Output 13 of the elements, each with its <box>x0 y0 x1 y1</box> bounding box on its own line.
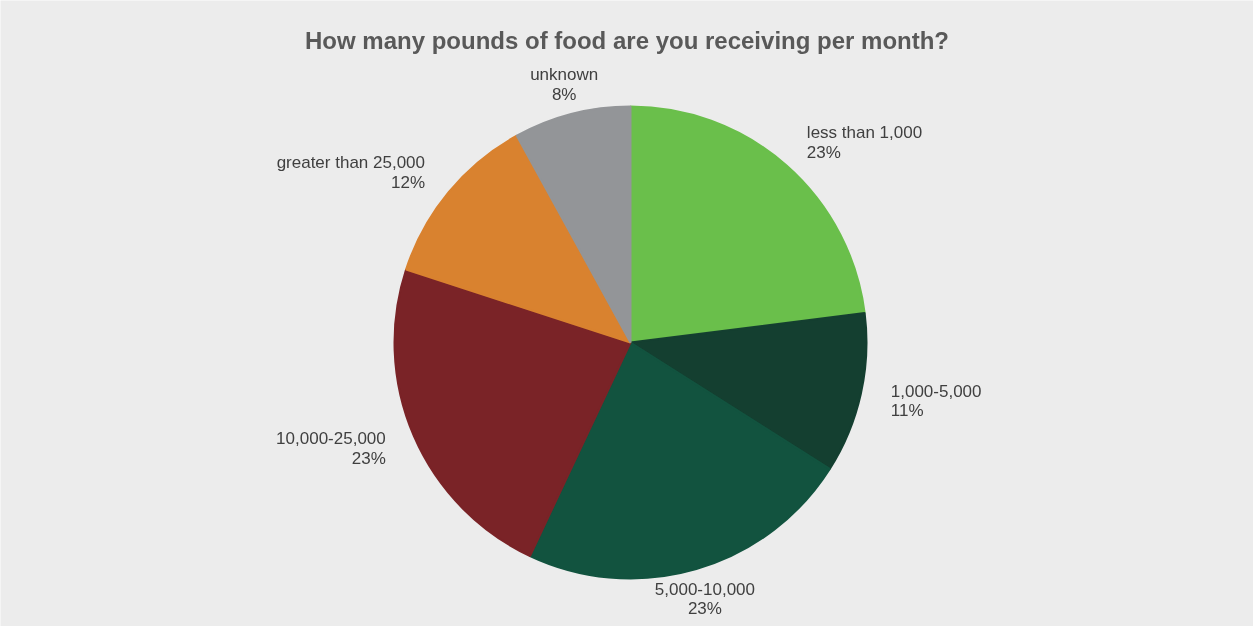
data-label: 11% <box>890 401 924 421</box>
slice-label: 5,000-10,000 <box>654 579 756 599</box>
data-label: 12% <box>390 173 426 193</box>
slice-label: less than 1,000 <box>806 122 923 142</box>
data-label: 8% <box>551 84 577 104</box>
slice-label: greater than 25,000 <box>276 153 426 173</box>
chart-title: How many pounds of food are you receiving per month? <box>304 27 950 54</box>
data-label: 23% <box>351 448 386 468</box>
slice-label: 10,000-25,000 <box>276 429 386 449</box>
data-label: 23% <box>687 599 722 619</box>
slice-label: unknown <box>530 64 599 84</box>
data-label: 23% <box>806 142 841 162</box>
slice-label: 1,000-5,000 <box>890 381 982 401</box>
